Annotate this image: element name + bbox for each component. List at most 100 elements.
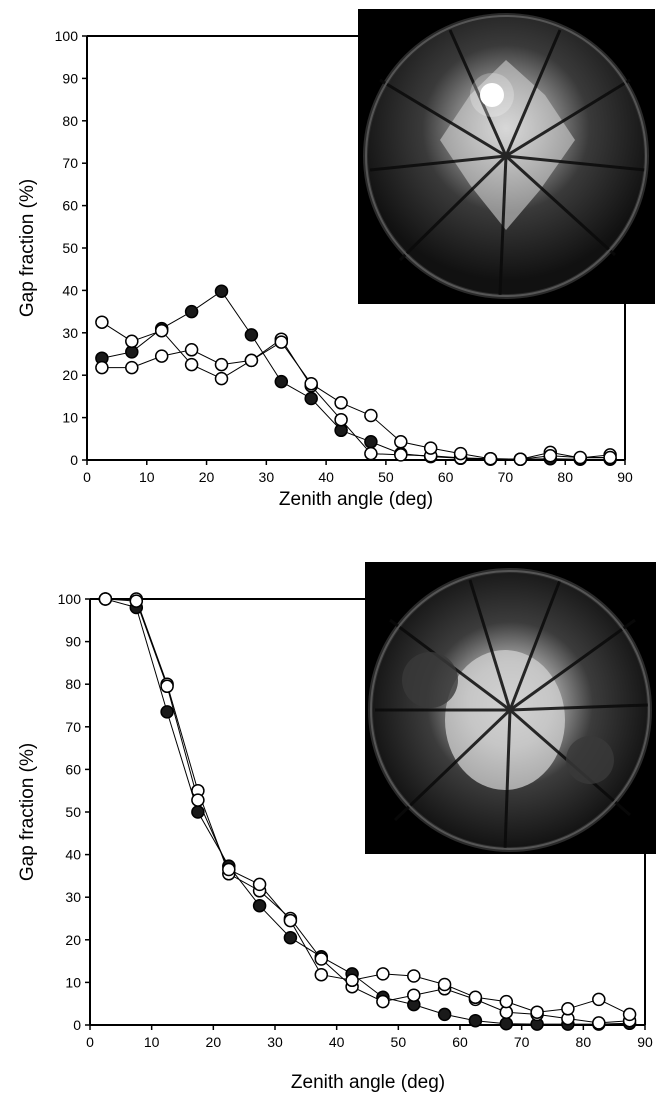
series-line-3 (101, 341, 611, 460)
x-tick-label: 60 (438, 469, 454, 485)
x-tick-label: 30 (259, 469, 275, 485)
y-tick-label: 50 (62, 240, 78, 256)
open-data-point (376, 994, 390, 1009)
x-tick-label: 30 (267, 1034, 283, 1050)
open-data-point (499, 994, 514, 1009)
open-data-point (125, 334, 139, 349)
y-tick-label: 0 (70, 452, 78, 468)
filled-data-point (283, 930, 298, 945)
filled-data-point (468, 1013, 483, 1028)
open-data-point (561, 1002, 575, 1016)
y-tick-label: 60 (65, 761, 81, 777)
open-data-point (407, 988, 421, 1002)
open-data-point (592, 992, 606, 1007)
y-tick-label: 70 (62, 155, 78, 171)
filled-data-point (184, 304, 199, 319)
series-bottom (98, 592, 637, 1031)
filled-data-point (437, 1007, 452, 1022)
y-tick-label: 20 (65, 932, 81, 948)
open-data-point (345, 973, 359, 988)
x-tick-label: 40 (318, 469, 334, 485)
y-axis-title-bottom: Gap fraction (%) (17, 743, 38, 881)
y-tick-label: 100 (58, 591, 82, 607)
y-tick-label: 40 (62, 282, 78, 298)
x-tick-label: 80 (576, 1034, 592, 1050)
y-tick-label: 60 (62, 198, 78, 214)
open-data-point (214, 371, 229, 386)
y-axis-title-top: Gap fraction (%) (17, 179, 38, 317)
x-tick-label: 10 (144, 1034, 160, 1050)
open-data-point (530, 1005, 544, 1019)
filled-data-point (160, 705, 174, 719)
open-data-point (483, 451, 498, 466)
x-tick-label: 60 (452, 1034, 468, 1050)
y-tick-label: 30 (65, 889, 81, 905)
y-tick-label: 0 (73, 1017, 81, 1033)
open-data-point (437, 977, 452, 992)
open-data-point (573, 450, 587, 465)
chart-panel-top: 0 10 20 30 40 50 60 70 80 90 100 0 10 20 30 40 50 60 70 80 9… (17, 9, 655, 510)
axis-ticks-top: 0 10 20 30 40 50 60 70 80 90 100 0 10 20 30 40 50 60 70 80 9… (55, 28, 633, 485)
open-data-point (154, 349, 169, 363)
x-tick-label: 20 (206, 1034, 222, 1050)
open-data-point (407, 969, 421, 983)
y-tick-label: 10 (62, 410, 78, 426)
open-data-point (394, 435, 408, 449)
y-tick-label: 40 (65, 847, 81, 863)
open-data-point (129, 594, 144, 608)
x-tick-label: 70 (498, 469, 514, 485)
x-tick-label: 50 (378, 469, 394, 485)
open-data-point (304, 376, 318, 391)
filled-data-point (274, 374, 289, 389)
open-data-point (314, 967, 329, 982)
y-tick-label: 70 (65, 719, 81, 735)
open-data-point (622, 1007, 637, 1022)
open-data-point (95, 360, 109, 375)
open-data-point (592, 1016, 606, 1030)
y-tick-label: 90 (65, 634, 81, 650)
open-data-point (513, 452, 528, 466)
open-data-point (334, 396, 348, 410)
filled-data-point (364, 435, 378, 449)
open-data-point (160, 679, 174, 694)
x-axis-title-bottom: Zenith angle (deg) (291, 1072, 445, 1093)
y-tick-label: 80 (65, 676, 81, 692)
x-tick-label: 0 (86, 1034, 94, 1050)
filled-data-point (191, 805, 205, 819)
open-data-point (125, 360, 139, 375)
open-data-point (453, 446, 468, 461)
chart-panel-bottom: 0 10 20 30 40 50 60 70 80 90 100 0 10 20 30 40 50 60 70 80 9… (17, 562, 656, 1093)
open-data-point (184, 343, 199, 357)
y-tick-label: 100 (55, 28, 79, 44)
x-axis-title-top: Zenith angle (deg) (279, 489, 433, 510)
x-tick-label: 0 (83, 469, 91, 485)
open-data-point (603, 450, 617, 465)
open-data-point (334, 412, 348, 427)
open-data-point (222, 862, 236, 877)
filled-data-point (304, 391, 318, 406)
series-line-1 (101, 290, 611, 460)
y-tick-label: 80 (62, 113, 78, 129)
open-data-point (95, 315, 109, 329)
open-data-point (364, 446, 378, 461)
open-data-point (252, 877, 267, 892)
axis-ticks-bottom: 0 10 20 30 40 50 60 70 80 90 100 0 10 20 30 40 50 60 70 80 9… (58, 591, 653, 1050)
series-top (95, 284, 617, 466)
open-data-point (468, 990, 483, 1005)
open-data-point (314, 952, 329, 966)
open-data-point (274, 335, 289, 349)
open-data-point (98, 592, 113, 606)
open-data-point (154, 323, 169, 338)
open-data-point (364, 408, 378, 423)
open-data-point (283, 913, 298, 928)
x-tick-label: 20 (199, 469, 215, 485)
open-data-point (184, 357, 199, 372)
open-data-point (214, 357, 229, 372)
filled-data-point (244, 328, 259, 342)
open-data-point (543, 449, 558, 463)
canopy-photo-inset-bottom (365, 562, 656, 854)
open-data-point (244, 353, 259, 368)
x-tick-label: 70 (514, 1034, 530, 1050)
y-tick-label: 30 (62, 325, 78, 341)
